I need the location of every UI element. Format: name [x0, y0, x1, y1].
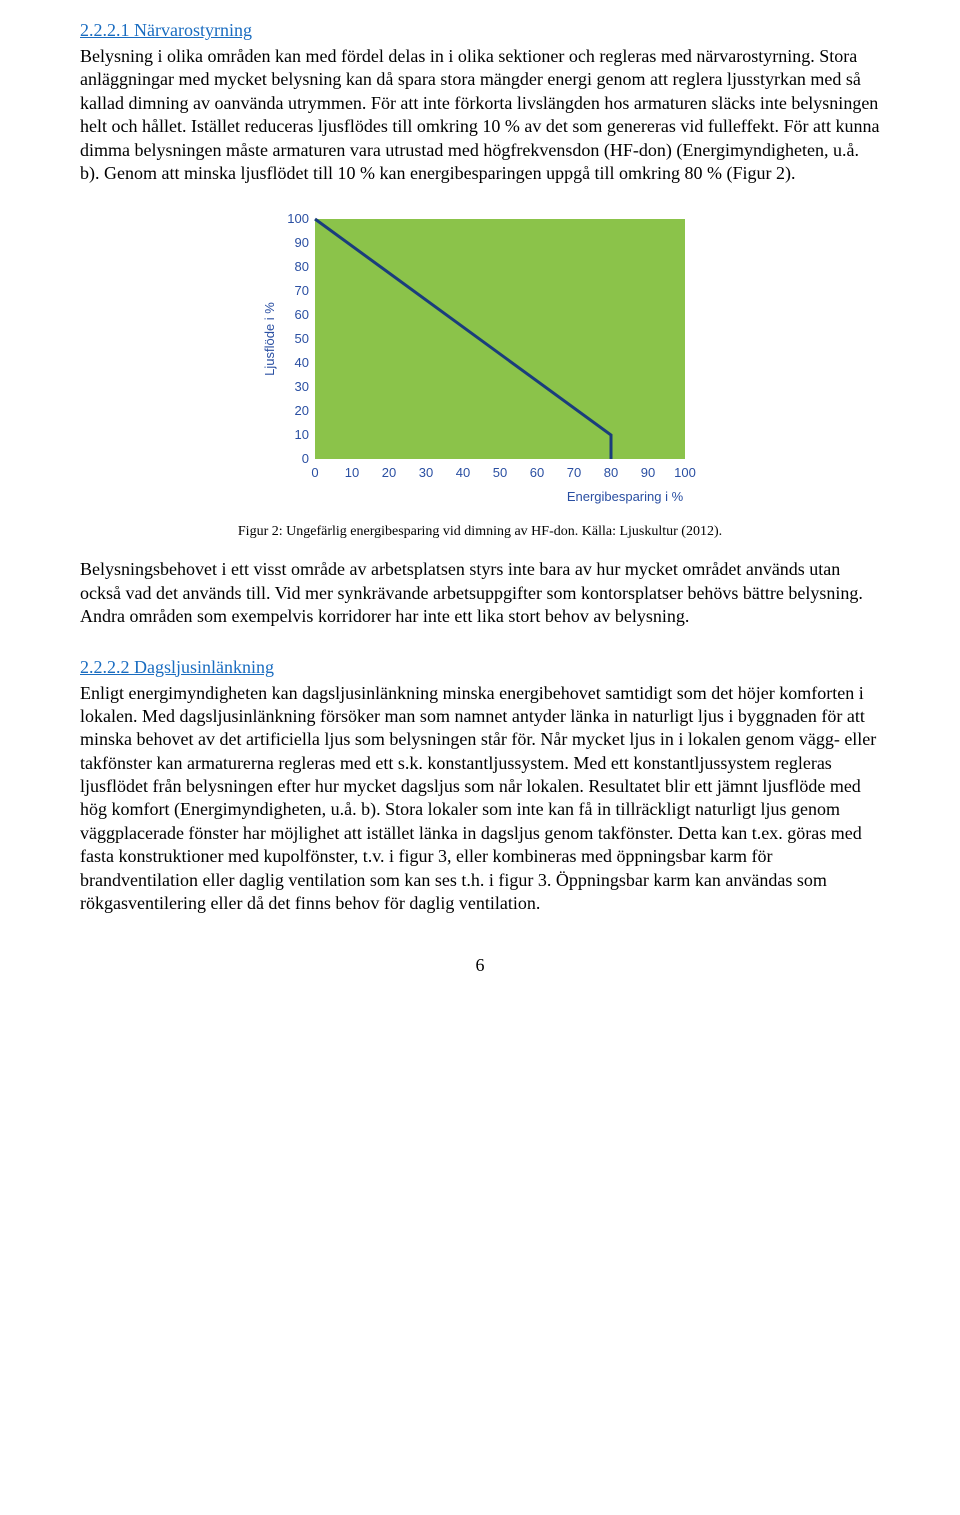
svg-text:50: 50	[493, 465, 507, 480]
svg-text:0: 0	[311, 465, 318, 480]
svg-text:20: 20	[295, 403, 309, 418]
svg-text:Ljusflöde i %: Ljusflöde i %	[262, 302, 277, 376]
svg-text:30: 30	[419, 465, 433, 480]
svg-text:80: 80	[295, 259, 309, 274]
svg-text:90: 90	[641, 465, 655, 480]
svg-text:50: 50	[295, 331, 309, 346]
svg-text:70: 70	[567, 465, 581, 480]
svg-text:10: 10	[345, 465, 359, 480]
svg-text:40: 40	[295, 355, 309, 370]
page-number: 6	[80, 955, 880, 976]
svg-text:60: 60	[530, 465, 544, 480]
svg-text:90: 90	[295, 235, 309, 250]
svg-text:100: 100	[674, 465, 696, 480]
svg-text:10: 10	[295, 427, 309, 442]
document-page: 2.2.2.1 Närvarostyrning Belysning i olik…	[0, 0, 960, 1515]
paragraph-after-chart: Belysningsbehovet i ett visst område av …	[80, 558, 880, 628]
svg-text:Energibesparing i %: Energibesparing i %	[567, 489, 684, 504]
section2-heading: 2.2.2.2 Dagsljusinlänkning	[80, 657, 880, 678]
section1-body: Belysning i olika områden kan med fördel…	[80, 45, 880, 185]
svg-text:20: 20	[382, 465, 396, 480]
svg-text:40: 40	[456, 465, 470, 480]
section1-heading: 2.2.2.1 Närvarostyrning	[80, 20, 880, 41]
chart-svg: 0 10 20 30 40 50 60 70 80 90 100 0 10 20 30 40 50 60 70 80 9…	[260, 209, 700, 509]
svg-text:0: 0	[302, 451, 309, 466]
ljusflode-chart: 0 10 20 30 40 50 60 70 80 90 100 0 10 20 30 40 50 60 70 80 9…	[260, 209, 700, 514]
chart-container: 0 10 20 30 40 50 60 70 80 90 100 0 10 20 30 40 50 60 70 80 9…	[80, 209, 880, 514]
svg-text:100: 100	[287, 211, 309, 226]
svg-text:30: 30	[295, 379, 309, 394]
chart-caption: Figur 2: Ungefärlig energibesparing vid …	[80, 524, 880, 540]
svg-text:60: 60	[295, 307, 309, 322]
section2-body: Enligt energimyndigheten kan dagsljusinl…	[80, 682, 880, 916]
svg-text:70: 70	[295, 283, 309, 298]
svg-text:80: 80	[604, 465, 618, 480]
